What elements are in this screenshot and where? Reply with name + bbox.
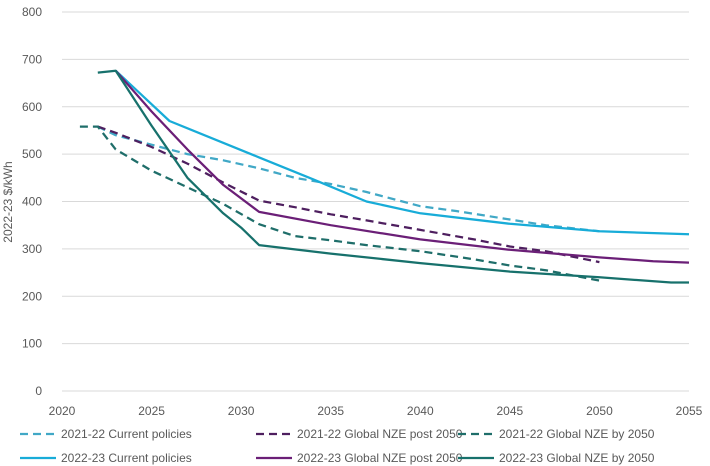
plot-area (79, 69, 690, 284)
x-tick-label: 2045 (497, 404, 524, 418)
series-line-2021-22-current-policies (97, 125, 600, 233)
y-tick-label: 100 (22, 337, 42, 351)
y-tick-label: 200 (22, 289, 42, 303)
x-tick-label: 2055 (676, 404, 703, 418)
y-axis-title: 2022-23 $/kWh (1, 161, 15, 242)
y-tick-label: 300 (22, 242, 42, 256)
y-tick-label: 800 (22, 5, 42, 19)
legend-label-2021-22-global-nze-by-2050: 2021-22 Global NZE by 2050 (499, 427, 655, 441)
series-line-2022-23-current-policies (114, 69, 690, 236)
gridlines (62, 11, 689, 392)
x-tick-label: 2030 (228, 404, 255, 418)
series-line-2021-22-global-nze-by-2050 (79, 125, 600, 282)
legend-label-2021-22-current-policies: 2021-22 Current policies (61, 427, 192, 441)
y-tick-label: 700 (22, 52, 42, 66)
legend-label-2022-23-global-nze-by-2050: 2022-23 Global NZE by 2050 (499, 451, 655, 465)
series-line-2022-23-global-nze-post-2050 (114, 69, 690, 264)
legend-label-2021-22-global-nze-post-2050: 2021-22 Global NZE post 2050 (297, 427, 463, 441)
x-axis-tick-labels: 2020 2025 2030 2035 2040 2045 2050 2055 (49, 404, 703, 418)
series-line-2022-23-global-nze-by-2050 (97, 69, 689, 284)
y-tick-label: 400 (22, 195, 42, 209)
y-tick-label: 600 (22, 100, 42, 114)
x-tick-label: 2050 (586, 404, 613, 418)
y-tick-label: 500 (22, 147, 42, 161)
y-tick-label: 0 (35, 384, 42, 398)
y-axis-tick-labels: 0 100 200 300 400 500 600 700 800 (22, 5, 42, 398)
x-tick-label: 2035 (317, 404, 344, 418)
x-tick-label: 2040 (407, 404, 434, 418)
x-tick-label: 2020 (49, 404, 76, 418)
x-tick-label: 2025 (138, 404, 165, 418)
legend-label-2022-23-current-policies: 2022-23 Current policies (61, 451, 192, 465)
legend: 2021-22 Current policies 2021-22 Global N… (20, 427, 655, 465)
legend-label-2022-23-global-nze-post-2050: 2022-23 Global NZE post 2050 (297, 451, 463, 465)
